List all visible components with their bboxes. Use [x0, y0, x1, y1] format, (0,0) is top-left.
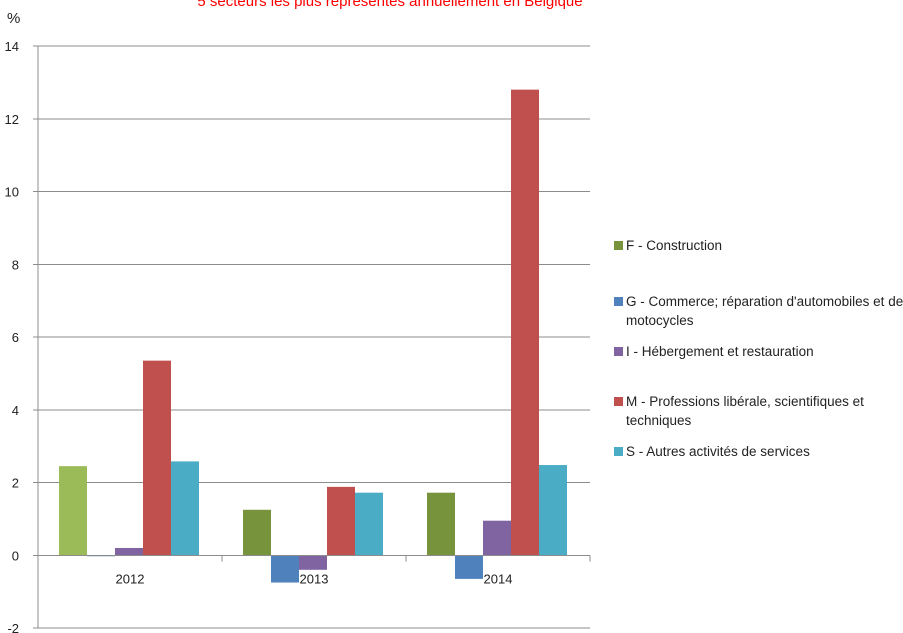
bar-f-2012 — [59, 466, 87, 556]
y-axis-unit-label: % — [7, 10, 21, 27]
x-tick-label: 2012 — [116, 571, 145, 586]
y-tick-label: 2 — [12, 476, 19, 491]
legend-label: M - Professions libérale, scientifiques … — [626, 394, 864, 428]
bar-m-2014 — [511, 89, 539, 556]
bar-m-2013 — [327, 486, 355, 556]
y-tick-label: 6 — [12, 330, 19, 345]
bar-g-2014 — [455, 555, 483, 579]
bar-m-2012 — [143, 360, 171, 556]
legend-swatch — [614, 241, 623, 250]
y-tick-label: 0 — [12, 548, 19, 563]
legend-label: G - Commerce; réparation d'automobiles e… — [626, 294, 903, 328]
legend-item: M - Professions libérale, scientifiques … — [614, 392, 903, 430]
bar-s-2013 — [355, 492, 383, 556]
bar-i-2013 — [299, 555, 327, 570]
legend-item: G - Commerce; réparation d'automobiles e… — [614, 292, 903, 330]
legend-item: F - Construction — [614, 236, 903, 255]
y-tick-label: 10 — [5, 185, 19, 200]
x-tick-label: 2014 — [484, 571, 513, 586]
legend-label: S - Autres activités de services — [626, 444, 810, 459]
y-tick-label: 8 — [12, 257, 19, 272]
legend-swatch — [614, 297, 623, 306]
bar-f-2014 — [427, 492, 455, 556]
y-tick-label: -2 — [7, 621, 19, 633]
bar-s-2012 — [171, 461, 199, 556]
bar-f-2013 — [243, 509, 271, 556]
x-tick-label: 2013 — [300, 571, 329, 586]
chart-title: 5 secteurs les plus représentés annuelle… — [197, 0, 583, 10]
legend-item: S - Autres activités de services — [614, 442, 903, 461]
legend-swatch — [614, 397, 623, 406]
bar-g-2013 — [271, 555, 299, 583]
y-tick-label: 12 — [5, 112, 19, 127]
legend-label: I - Hébergement et restauration — [626, 344, 814, 359]
bar-i-2014 — [483, 520, 511, 556]
legend-swatch — [614, 347, 623, 356]
y-tick-label: 4 — [12, 403, 19, 418]
y-tick-label: 14 — [5, 39, 19, 54]
legend-swatch — [614, 447, 623, 456]
bar-i-2012 — [115, 547, 143, 556]
legend-item: I - Hébergement et restauration — [614, 342, 903, 361]
legend-label: F - Construction — [626, 238, 723, 253]
bar-s-2014 — [539, 465, 567, 556]
